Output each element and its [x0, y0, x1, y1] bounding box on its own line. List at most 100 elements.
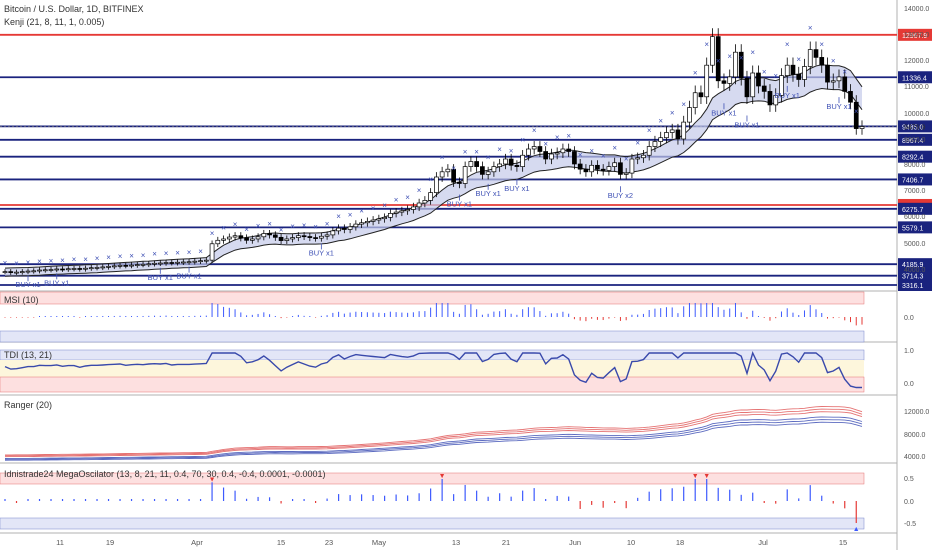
- candle-body: [756, 72, 761, 87]
- tdi-tick: 1.0: [904, 348, 914, 355]
- level-tag: [898, 202, 932, 215]
- candle-body: [796, 73, 802, 80]
- candle-body: [244, 237, 249, 241]
- candle-body: [54, 268, 60, 271]
- time-tick-label: 13: [452, 538, 460, 547]
- x-marker: ×: [474, 148, 479, 157]
- candle-body: [88, 267, 94, 270]
- candle-body: [399, 210, 405, 213]
- x-marker: ×: [221, 224, 226, 233]
- candle-body: [773, 95, 779, 106]
- x-marker: ×: [313, 223, 318, 232]
- candle-body: [830, 80, 836, 83]
- buy-label: BUY x1: [734, 120, 759, 129]
- time-tick-label: 15: [277, 538, 285, 547]
- candle-body: [134, 264, 140, 266]
- level-label: 4185.9: [902, 262, 924, 269]
- x-marker: ×: [95, 254, 100, 263]
- price-tick-label: 5000.0: [904, 241, 926, 248]
- candle-body: [71, 268, 77, 270]
- candle-body: [687, 107, 692, 123]
- candle-body: [365, 221, 370, 224]
- buy-label: BUY x1: [775, 91, 800, 100]
- candle-body: [336, 227, 341, 232]
- candle-body: [508, 158, 514, 166]
- x-marker: ×: [244, 225, 249, 234]
- x-marker: ×: [451, 164, 456, 173]
- x-marker: ×: [796, 55, 801, 64]
- x-marker: ×: [233, 220, 238, 229]
- x-marker: ×: [819, 40, 824, 49]
- candle-body: [2, 271, 8, 273]
- candle-body: [537, 146, 543, 152]
- level-label: 11336.4: [902, 75, 927, 82]
- candle-body: [595, 164, 600, 170]
- candle-body: [209, 243, 215, 261]
- candle-body: [42, 269, 48, 272]
- level-tag: [898, 258, 932, 271]
- candle-body: [411, 206, 416, 210]
- buy-label: BUY x1: [176, 272, 201, 281]
- x-marker: ×: [405, 193, 410, 202]
- mega-tick: -0.5: [904, 521, 916, 528]
- x-marker: ×: [152, 250, 157, 259]
- candle-body: [94, 267, 100, 269]
- candle-body: [376, 218, 382, 221]
- x-marker: ×: [279, 225, 284, 234]
- x-marker: ×: [842, 67, 847, 76]
- candle-body: [727, 76, 733, 84]
- candle-body: [157, 262, 163, 265]
- candle-body: [359, 222, 364, 225]
- buy-label: BUY x1: [15, 280, 40, 289]
- candle-body: [192, 260, 198, 263]
- time-axis: 11 19 Apr 15 23 May 13 21 Jun 10 18 Jul 15: [56, 538, 847, 547]
- candles: [2, 28, 865, 275]
- ranger-lower-line: [4, 416, 863, 459]
- time-tick-label: 18: [676, 538, 684, 547]
- level-tag: [898, 221, 932, 234]
- x-marker: ×: [187, 248, 192, 257]
- candle-body: [514, 164, 520, 167]
- x-marker: ×: [658, 117, 663, 126]
- candle-body: [819, 57, 825, 66]
- x-marker: ×: [785, 40, 790, 49]
- msi-lower-band: [0, 330, 865, 343]
- candle-body: [232, 235, 238, 238]
- x-marker: ×: [854, 107, 859, 116]
- candle-body: [255, 236, 261, 240]
- candle-body: [152, 262, 157, 265]
- x-marker: ×: [635, 138, 640, 147]
- x-marker: ×: [704, 40, 709, 49]
- x-marker: ×: [601, 152, 606, 161]
- x-marker: ×: [497, 145, 502, 154]
- candle-body: [629, 158, 635, 174]
- candle-body: [8, 271, 14, 273]
- candle-body: [186, 261, 192, 264]
- x-marker: ×: [14, 259, 19, 268]
- candle-body: [301, 235, 307, 238]
- candle-body: [347, 226, 353, 230]
- candle-body: [744, 77, 750, 98]
- candle-body: [37, 269, 42, 272]
- candle-body: [462, 166, 468, 184]
- x-marker: ×: [26, 258, 31, 267]
- x-marker: ×: [670, 108, 675, 117]
- candle-body: [761, 85, 767, 92]
- candle-body: [77, 268, 83, 270]
- candle-body: [140, 263, 146, 266]
- x-marker: ×: [37, 257, 42, 266]
- candle-body: [836, 76, 842, 82]
- x-marker: ×: [198, 247, 203, 256]
- buy-label: BUY x1: [447, 200, 472, 209]
- buy-label: BUY x1: [44, 278, 69, 287]
- tdi-line: [4, 351, 862, 389]
- time-tick-label: 21: [502, 538, 510, 547]
- ranger-upper-line: [4, 411, 863, 458]
- candle-body: [813, 49, 819, 58]
- level-label: 7406.7: [902, 177, 924, 184]
- candle-body: [31, 270, 37, 273]
- x-marker: ×: [509, 146, 514, 155]
- candle-body: [526, 148, 531, 156]
- level-label: 5579.1: [902, 225, 924, 232]
